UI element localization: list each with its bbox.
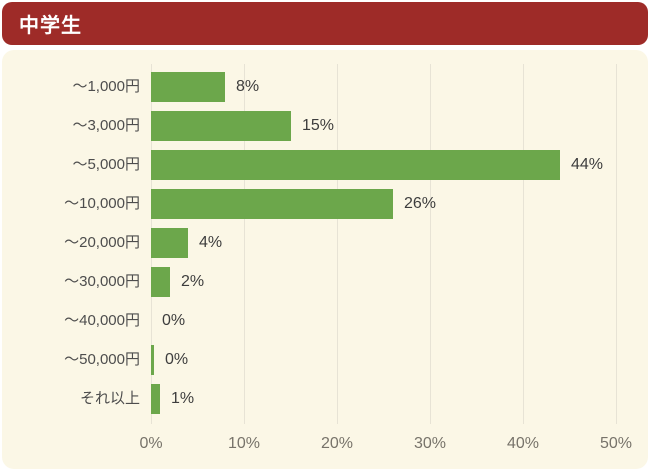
bar-rows: ～1,000円 8% ～3,000円 15% ～5,000円 44% ～10,000円 26%… — [2, 50, 648, 469]
category-label: ～10,000円 — [64, 195, 140, 212]
chart-title-banner: 中学生 — [2, 2, 648, 45]
gridline-40% — [523, 64, 524, 424]
value-label: 44% — [571, 156, 604, 173]
x-axis-tick-labels: 0% 10% 20% 30% 40% 50% — [2, 433, 648, 455]
x-tick-label: 30% — [413, 435, 447, 452]
x-tick-label: 50% — [599, 435, 633, 452]
bar-row: ～5,000円 44% — [2, 150, 648, 180]
bar-row: ～1,000円 8% — [2, 72, 648, 102]
bar — [151, 228, 188, 258]
x-tick-label: 40% — [506, 435, 540, 452]
gridline-10% — [244, 64, 245, 424]
value-label: 0% — [162, 312, 186, 329]
bar — [151, 384, 160, 414]
bar-row: ～30,000円 2% — [2, 267, 648, 297]
value-label: 2% — [181, 273, 205, 290]
x-tick-label: 10% — [227, 435, 261, 452]
bar — [151, 111, 291, 141]
bar-row: ～50,000円 0% — [2, 345, 648, 375]
value-label: 4% — [199, 234, 223, 251]
bar-row: ～20,000円 4% — [2, 228, 648, 258]
chart-title: 中学生 — [19, 15, 82, 37]
bar-row: それ以上 1% — [2, 384, 648, 414]
value-label: 26% — [404, 195, 437, 212]
value-label: 1% — [171, 390, 195, 407]
chart-panel: ～1,000円 8% ～3,000円 15% ～5,000円 44% ～10,000円 26%… — [2, 50, 648, 469]
category-label: ～50,000円 — [64, 351, 140, 368]
bar-row: ～10,000円 26% — [2, 189, 648, 219]
bar — [151, 72, 225, 102]
gridline-50% — [616, 64, 617, 424]
bar — [151, 267, 170, 297]
category-label: ～3,000円 — [72, 117, 140, 134]
gridline-20% — [337, 64, 338, 424]
value-label: 8% — [236, 78, 260, 95]
category-label: ～5,000円 — [72, 156, 140, 173]
bar — [151, 189, 393, 219]
gridline-30% — [430, 64, 431, 424]
value-label: 15% — [302, 117, 335, 134]
bar — [151, 150, 560, 180]
bar-row: ～40,000円 0% — [2, 306, 648, 336]
x-tick-label: 0% — [139, 435, 163, 452]
bar — [151, 345, 154, 375]
x-tick-label: 20% — [320, 435, 354, 452]
category-label: ～20,000円 — [64, 234, 140, 251]
category-label: ～1,000円 — [72, 78, 140, 95]
value-label: 0% — [165, 351, 189, 368]
category-label: それ以上 — [79, 390, 140, 407]
category-label: ～40,000円 — [64, 312, 140, 329]
category-label: ～30,000円 — [64, 273, 140, 290]
bar-row: ～3,000円 15% — [2, 111, 648, 141]
